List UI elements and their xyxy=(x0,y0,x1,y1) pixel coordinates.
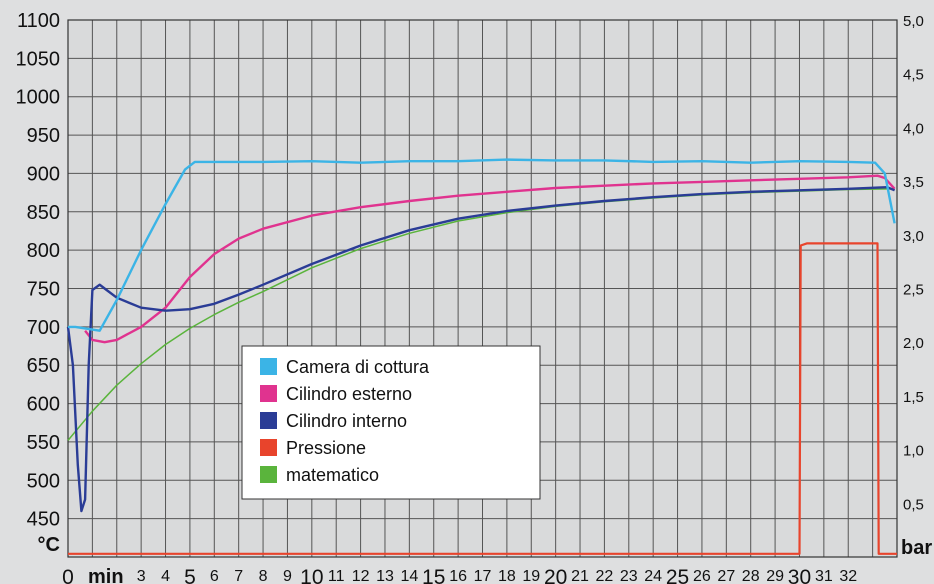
y-right-tick-label: 2,0 xyxy=(903,335,924,352)
x-tick-label: 13 xyxy=(376,568,394,584)
legend-label: Cilindro interno xyxy=(286,411,407,431)
y-left-tick-label: 700 xyxy=(27,317,60,339)
x-tick-label: 30 xyxy=(788,566,811,584)
y-right-tick-label: 2,5 xyxy=(903,282,924,299)
y-right-unit: bar xyxy=(901,537,932,559)
y-left-tick-label: 550 xyxy=(27,432,60,454)
y-left-tick-label: 900 xyxy=(27,163,60,185)
y-right-tick-label: 5,0 xyxy=(903,13,924,30)
x-tick-label: 16 xyxy=(449,568,467,584)
x-tick-label: 0 xyxy=(62,566,74,584)
legend-swatch xyxy=(260,358,277,375)
x-tick-label: 5 xyxy=(184,566,196,584)
x-tick-label: 29 xyxy=(766,568,784,584)
y-right-tick-label: 4,5 xyxy=(903,67,924,84)
x-tick-label: 19 xyxy=(522,568,540,584)
x-tick-label: 26 xyxy=(693,568,711,584)
x-tick-label: 4 xyxy=(161,568,170,584)
x-tick-label: 12 xyxy=(352,568,370,584)
y-right-tick-label: 1,0 xyxy=(903,443,924,460)
series-line-camera-di-cottura xyxy=(68,158,896,332)
y-left-tick-label: 1050 xyxy=(16,48,61,70)
y-left-unit: °C xyxy=(38,534,60,556)
legend-swatch xyxy=(260,439,277,456)
legend-label: Pressione xyxy=(286,438,366,458)
x-tick-label: 7 xyxy=(234,568,243,584)
x-tick-label: 22 xyxy=(596,568,614,584)
x-tick-label: 27 xyxy=(717,568,735,584)
y-left-tick-label: 450 xyxy=(27,509,60,531)
y-left-tick-label: 500 xyxy=(27,470,60,492)
y-left-tick-label: 750 xyxy=(27,279,60,301)
y-right-tick-label: 1,5 xyxy=(903,389,924,406)
y-left-tick-label: 850 xyxy=(27,202,60,224)
y-left-tick-label: 950 xyxy=(27,125,60,147)
x-tick-label: 21 xyxy=(571,568,589,584)
x-tick-label: 14 xyxy=(400,568,418,584)
legend-swatch xyxy=(260,412,277,429)
x-tick-label: 11 xyxy=(328,568,345,584)
y-right-tick-label: 0,5 xyxy=(903,496,924,513)
x-tick-label: 10 xyxy=(300,566,323,584)
y-left-tick-label: 1100 xyxy=(17,10,60,32)
x-tick-label: 15 xyxy=(422,566,445,584)
y-left-tick-label: 800 xyxy=(27,240,60,262)
legend-swatch xyxy=(260,385,277,402)
x-tick-label: 20 xyxy=(544,566,567,584)
x-tick-label: 31 xyxy=(815,568,833,584)
x-tick-label: 25 xyxy=(666,566,689,584)
x-tick-label: 18 xyxy=(498,568,516,584)
x-tick-label: 23 xyxy=(620,568,638,584)
x-tick-label: 3 xyxy=(137,568,146,584)
series-line-cilindro-esterno xyxy=(84,174,896,344)
y-right-tick-label: 4,0 xyxy=(903,120,924,137)
x-tick-label: 24 xyxy=(644,568,662,584)
x-tick-label: 9 xyxy=(283,568,292,584)
x-tick-label: 28 xyxy=(742,568,760,584)
x-tick-label: 8 xyxy=(259,568,268,584)
legend-label: matematico xyxy=(286,465,379,485)
legend-label: Camera di cottura xyxy=(286,357,430,377)
y-right-tick-label: 3,5 xyxy=(903,174,924,191)
y-left-tick-label: 650 xyxy=(27,355,60,377)
y-left-tick-label: 600 xyxy=(27,394,60,416)
legend-swatch xyxy=(260,466,277,483)
legend-label: Cilindro esterno xyxy=(286,384,412,404)
y-right-tick-label: 3,0 xyxy=(903,228,924,245)
plot-frame xyxy=(67,19,898,558)
x-tick-label: 6 xyxy=(210,568,219,584)
y-left-tick-label: 1000 xyxy=(16,87,61,109)
x-tick-label: 32 xyxy=(839,568,857,584)
x-unit-label: min xyxy=(88,566,124,584)
legend-box xyxy=(241,345,541,500)
x-tick-label: 17 xyxy=(474,568,492,584)
series-line-cilindro-interno xyxy=(66,186,896,513)
series-line-pressione xyxy=(68,242,897,555)
